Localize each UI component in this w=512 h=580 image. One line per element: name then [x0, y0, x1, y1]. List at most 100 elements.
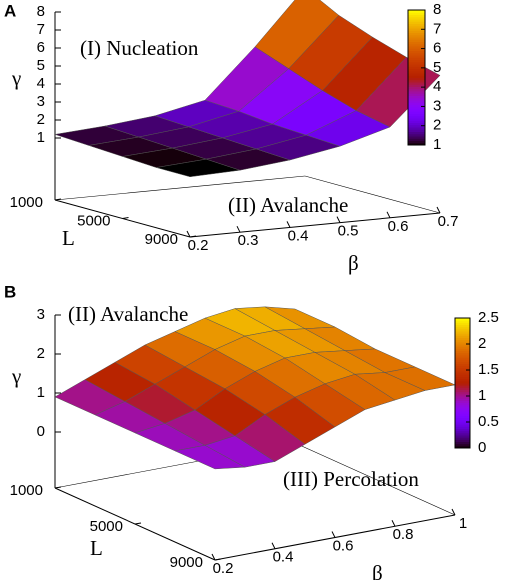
x-tick: [236, 225, 241, 233]
colorbar-strip: [408, 23, 425, 27]
colorbar-strip: [455, 331, 470, 334]
colorbar-strip: [455, 363, 470, 367]
colorbar-strip: [455, 359, 470, 362]
colorbar-strip: [408, 142, 425, 146]
colorbar-strip: [455, 339, 470, 343]
colorbar-strip: [455, 352, 470, 356]
colorbar-strip: [408, 133, 425, 137]
x-tick: [331, 531, 336, 538]
colorbar-strip: [455, 419, 470, 423]
x-tick: [211, 553, 216, 561]
colorbar-strip: [455, 320, 470, 323]
base-edge: [294, 442, 456, 516]
x-tick: [186, 230, 191, 238]
annotation: (III) Percolation: [283, 467, 419, 491]
x-tick-label: 0.2: [213, 560, 234, 577]
colorbar-strip: [408, 86, 425, 90]
colorbar-strip: [455, 404, 470, 408]
z-tick-label: 2: [37, 345, 45, 362]
colorbar-strip: [455, 424, 470, 427]
y-tick-label: 9000: [145, 231, 178, 248]
colorbar-strip: [408, 73, 425, 76]
colorbar-strip: [408, 41, 425, 45]
colorbar-tick-label: 8: [433, 1, 441, 18]
colorbar-strip: [408, 50, 425, 54]
colorbar-strip: [408, 77, 425, 81]
colorbar-strip: [455, 445, 470, 449]
colorbar-strip: [455, 357, 470, 360]
colorbar-strip: [408, 124, 425, 128]
x-tick-label: 0.2: [188, 237, 209, 254]
colorbar-strip: [408, 68, 425, 72]
colorbar-tick-label: 3: [433, 97, 441, 114]
colorbar-strip: [455, 322, 470, 325]
colorbar-strip: [455, 378, 470, 382]
colorbar-strip: [408, 113, 425, 117]
colorbar-strip: [455, 335, 470, 338]
colorbar-strip: [408, 129, 425, 132]
z-tick-label: 6: [37, 39, 45, 56]
colorbar-strip: [455, 439, 470, 442]
colorbar-strip: [408, 111, 425, 114]
z-tick-label: 1: [37, 129, 45, 146]
colorbar-strip: [408, 122, 425, 126]
y-axis-label: L: [62, 226, 75, 250]
colorbar-strip: [408, 12, 425, 15]
colorbar-strip: [408, 102, 425, 105]
colorbar-strip: [455, 441, 470, 445]
colorbar-strip: [455, 372, 470, 375]
colorbar-strip: [455, 413, 470, 416]
colorbar-strip: [408, 43, 425, 47]
colorbar-tick-label: 1.5: [478, 361, 499, 378]
colorbar-strip: [455, 389, 470, 393]
colorbar-strip: [455, 370, 470, 373]
colorbar-tick-label: 5: [433, 59, 441, 76]
annotation: (II) Avalanche: [68, 302, 188, 326]
colorbar-strip: [408, 57, 425, 60]
colorbar-strip: [455, 348, 470, 351]
x-tick: [271, 542, 276, 549]
colorbar-strip: [408, 37, 425, 40]
colorbar-strip: [455, 324, 470, 328]
colorbar-strip: [455, 367, 470, 371]
colorbar-strip: [455, 417, 470, 421]
colorbar-strip: [408, 32, 425, 36]
panel-label: B: [4, 282, 16, 301]
colorbar-strip: [455, 376, 470, 380]
x-tick-label: 0.6: [333, 537, 354, 554]
colorbar-tick-label: 1: [433, 136, 441, 153]
z-tick-label: 2: [37, 111, 45, 128]
colorbar-strip: [408, 88, 425, 92]
colorbar-tick-label: 0: [478, 439, 486, 456]
colorbar-strip: [455, 432, 470, 436]
z-axis-label: γ: [11, 364, 21, 388]
colorbar-strip: [408, 70, 425, 74]
colorbar-strip: [455, 443, 470, 447]
colorbar-strip: [408, 93, 425, 96]
colorbar-strip: [408, 106, 425, 110]
colorbar-strip: [408, 82, 425, 85]
colorbar-strip: [455, 398, 470, 401]
colorbar-strip: [455, 374, 470, 377]
colorbar-strip: [408, 104, 425, 108]
colorbar-strip: [455, 344, 470, 347]
colorbar-strip: [408, 91, 425, 94]
x-tick: [386, 211, 391, 219]
colorbar-strip: [455, 333, 470, 336]
colorbar-strip: [455, 380, 470, 384]
colorbar-strip: [455, 337, 470, 341]
colorbar-strip: [455, 365, 470, 369]
colorbar-strip: [408, 39, 425, 42]
colorbar-strip: [408, 61, 425, 65]
colorbar-strip: [408, 25, 425, 29]
y-axis-label: L: [90, 536, 103, 560]
colorbar-strip: [455, 437, 470, 440]
colorbar-strip: [408, 136, 425, 139]
x-tick: [436, 206, 441, 214]
colorbar-tick-label: 6: [433, 40, 441, 57]
colorbar-strip: [455, 326, 470, 330]
colorbar-strip: [455, 350, 470, 354]
y-tick: [189, 235, 197, 238]
colorbar-strip: [408, 140, 425, 144]
